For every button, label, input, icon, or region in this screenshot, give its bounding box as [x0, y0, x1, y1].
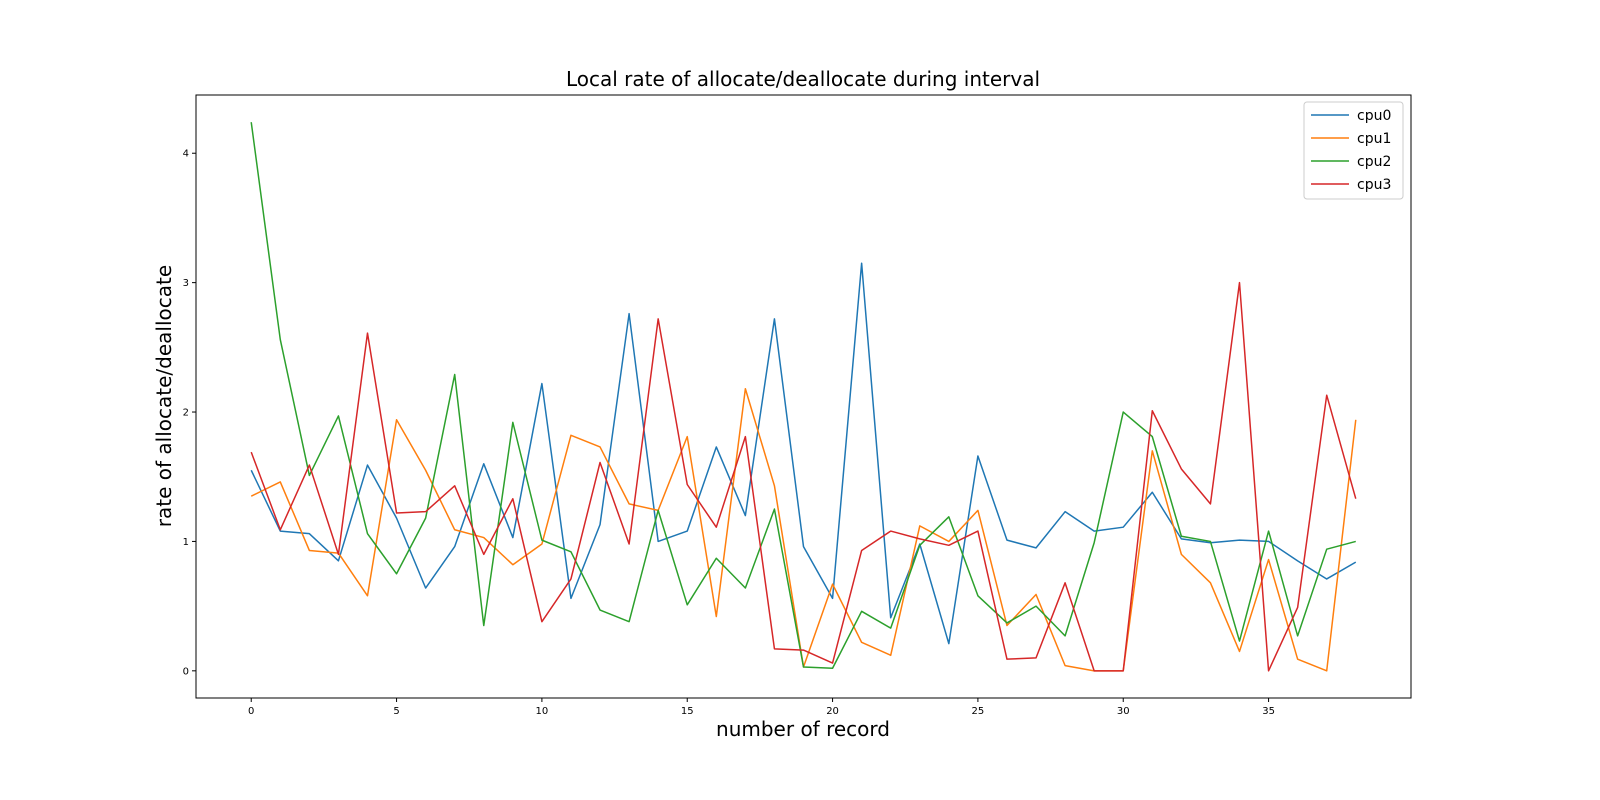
legend-label-cpu1: cpu1	[1357, 131, 1391, 147]
x-tick-label: 20	[826, 706, 839, 717]
y-tick-label: 2	[183, 408, 189, 419]
plot-frame	[195, 94, 1412, 699]
x-tick-label: 35	[1262, 706, 1275, 717]
axis-ticks: 0 5 10 15 20 25 30 35 0 1 2 3 4	[183, 149, 1275, 717]
x-tick-label: 5	[393, 706, 399, 717]
x-tick-label: 10	[536, 706, 549, 717]
legend-label-cpu3: cpu3	[1357, 177, 1391, 193]
legend: cpu0 cpu1 cpu2 cpu3	[1303, 101, 1404, 200]
legend-box	[1303, 101, 1404, 200]
x-tick-label: 30	[1117, 706, 1130, 717]
series-line-cpu3	[250, 281, 1357, 672]
x-tick-label: 25	[972, 706, 985, 717]
x-tick-label: 0	[248, 706, 254, 717]
legend-label-cpu0: cpu0	[1357, 108, 1391, 124]
y-tick-label: 4	[183, 149, 189, 160]
chart-title: Local rate of allocate/deallocate during…	[566, 67, 1040, 91]
x-tick-label: 15	[681, 706, 694, 717]
series-line-cpu1	[250, 387, 1357, 672]
y-tick-label: 1	[183, 537, 189, 548]
plot-lines	[250, 122, 1357, 672]
y-tick-label: 3	[183, 278, 189, 289]
y-tick-label: 0	[183, 666, 189, 677]
legend-label-cpu2: cpu2	[1357, 154, 1391, 170]
series-line-cpu2	[250, 122, 1356, 669]
x-axis-label: number of record	[716, 717, 890, 741]
series-line-cpu0	[250, 262, 1357, 645]
y-axis-label: rate of allocate/deallocate	[152, 265, 176, 527]
